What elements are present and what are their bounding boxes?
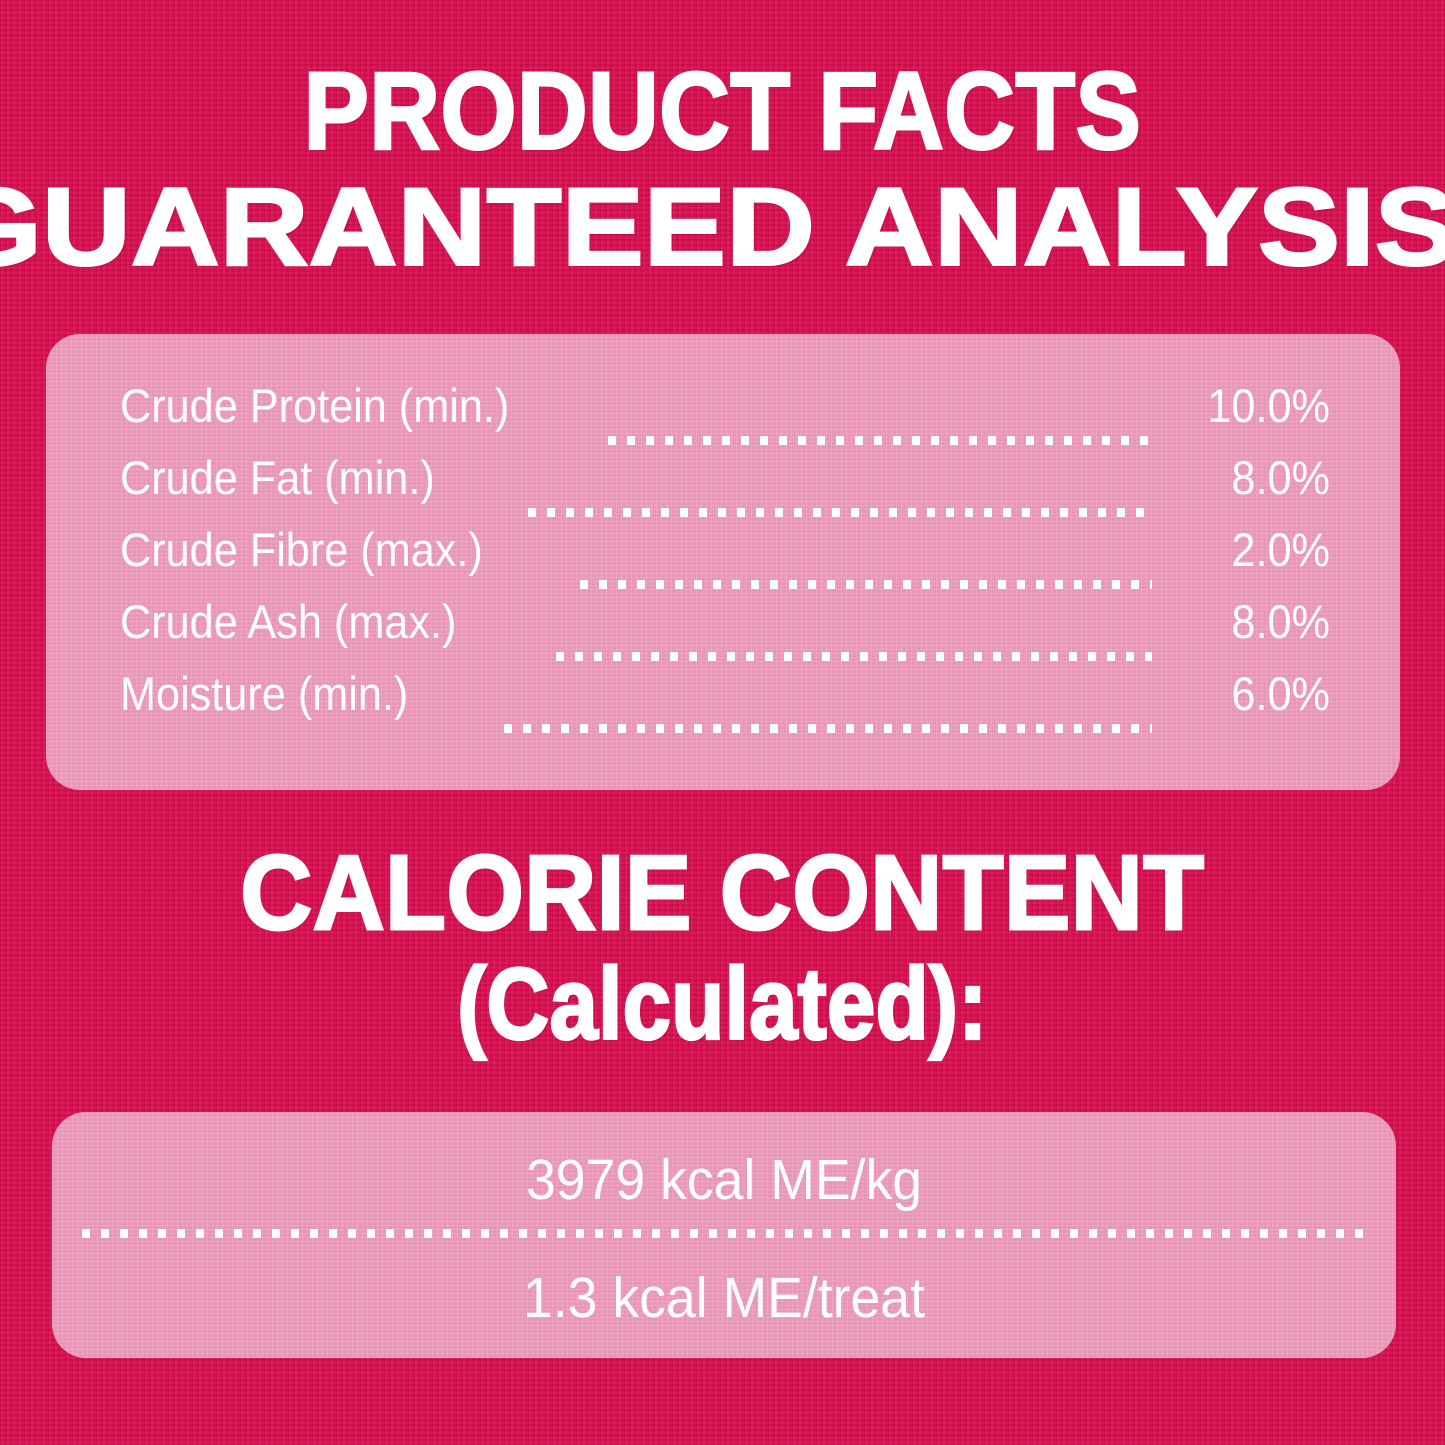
page-title-line-2: GUARANTEED ANALYSIS: bbox=[0, 164, 1445, 288]
nutrient-label: Crude Ash (max.) bbox=[120, 595, 457, 648]
page-title: PRODUCT FACTS GUARANTEED ANALYSIS: bbox=[0, 48, 1445, 283]
leader-dots bbox=[608, 436, 1152, 445]
calorie-content-heading: CALORIE CONTENT (Calculated): bbox=[0, 832, 1445, 1056]
table-row: Moisture (min.) 6.0% bbox=[120, 670, 1330, 742]
table-row: Crude Ash (max.) 8.0% bbox=[120, 598, 1330, 670]
dotted-divider bbox=[82, 1229, 1366, 1238]
nutrient-value: 8.0% bbox=[1231, 451, 1330, 504]
calorie-content-panel: 3979 kcal ME/kg 1.3 kcal ME/treat bbox=[52, 1112, 1396, 1358]
nutrient-value: 6.0% bbox=[1231, 667, 1330, 720]
leader-dots bbox=[556, 652, 1152, 661]
leader-dots bbox=[528, 508, 1152, 517]
nutrient-label: Crude Fibre (max.) bbox=[120, 523, 483, 576]
table-row: Crude Protein (min.) 10.0% bbox=[120, 382, 1330, 454]
table-row: Crude Fat (min.) 8.0% bbox=[120, 454, 1330, 526]
guaranteed-analysis-panel: Crude Protein (min.) 10.0% Crude Fat (mi… bbox=[46, 334, 1400, 790]
nutrient-value: 2.0% bbox=[1231, 523, 1330, 576]
nutrient-table: Crude Protein (min.) 10.0% Crude Fat (mi… bbox=[120, 382, 1330, 742]
page-title-line-1: PRODUCT FACTS bbox=[302, 48, 1142, 172]
calorie-content-heading-line-1: CALORIE CONTENT bbox=[239, 832, 1205, 952]
table-row: Crude Fibre (max.) 2.0% bbox=[120, 526, 1330, 598]
nutrient-value: 8.0% bbox=[1231, 595, 1330, 648]
leader-dots bbox=[504, 724, 1152, 733]
nutrient-label: Crude Protein (min.) bbox=[120, 379, 510, 432]
calorie-per-treat-value: 1.3 kcal ME/treat bbox=[522, 1266, 925, 1330]
nutrient-label: Crude Fat (min.) bbox=[120, 451, 435, 504]
leader-dots bbox=[580, 580, 1152, 589]
calorie-per-kg-value: 3979 kcal ME/kg bbox=[525, 1148, 923, 1212]
calorie-content-heading-line-2: (Calculated): bbox=[456, 947, 988, 1060]
nutrient-label: Moisture (min.) bbox=[120, 667, 409, 720]
nutrient-value: 10.0% bbox=[1207, 379, 1330, 432]
